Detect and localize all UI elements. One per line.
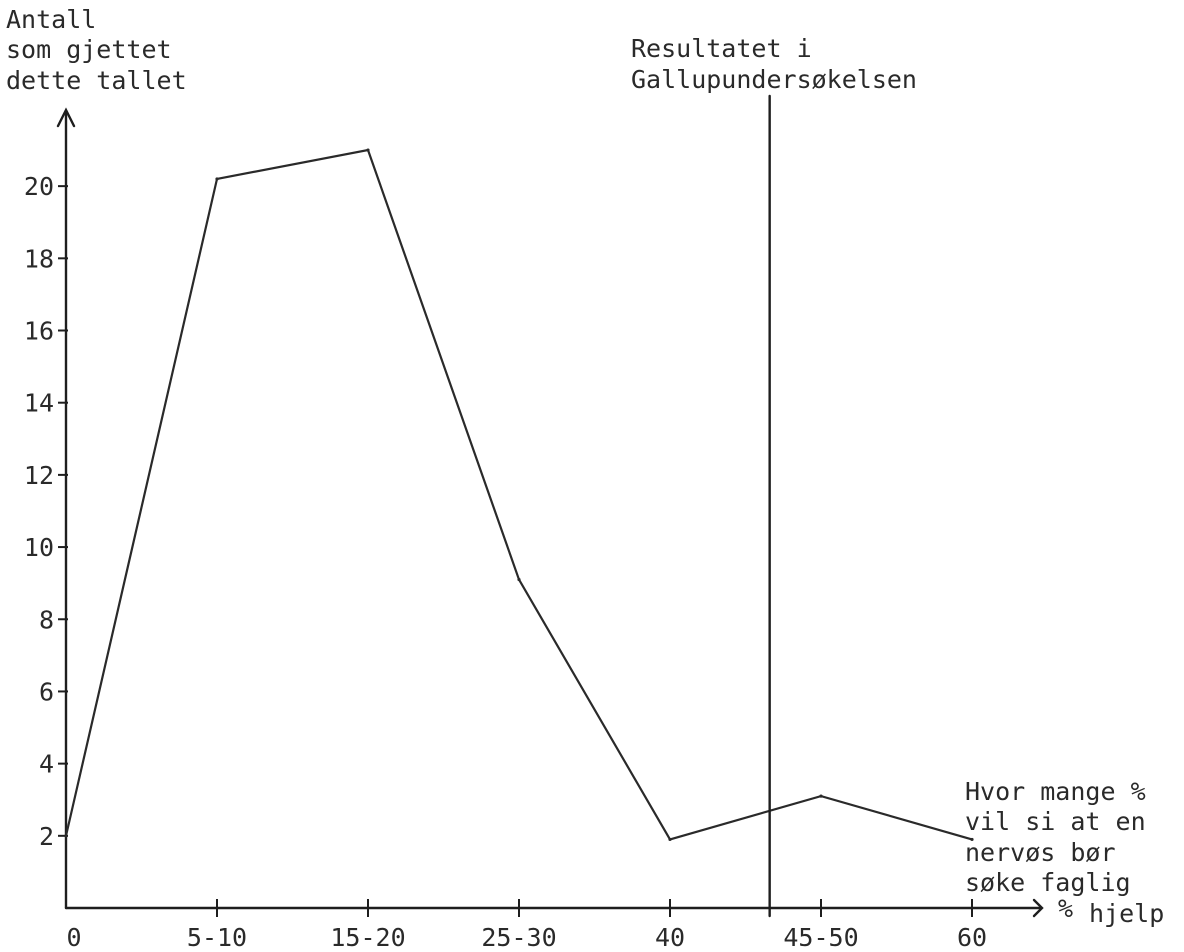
- chart-marks: 2 4 6 8 10 12 14 16 18 20 0 5-10 15-20 25-30 40 45-50 60: [24, 94, 987, 952]
- x-tick-label-6: 60: [957, 923, 987, 952]
- series-line: [64, 148, 973, 841]
- x-unit-label: %: [1058, 894, 1073, 923]
- xlabel-line-2: vil si at en: [965, 807, 1146, 836]
- data-point-0: [64, 834, 68, 838]
- x-tick-label-2: 15-20: [330, 923, 405, 952]
- x-tick-label-1: 5-10: [187, 923, 247, 952]
- y-tick-label-10: 10: [24, 533, 54, 562]
- xlabel-line-3: nervøs bør: [965, 838, 1116, 867]
- data-point-2: [366, 148, 370, 152]
- ylabel-line-2: som gjettet: [6, 35, 172, 64]
- y-tick-label-12: 12: [24, 461, 54, 490]
- x-tick-label-5: 45-50: [783, 923, 858, 952]
- y-tick-label-14: 14: [24, 389, 54, 418]
- x-tick-label-3: 25-30: [481, 923, 556, 952]
- x-tick-label-0: 0: [66, 923, 81, 952]
- y-tick-label-4: 4: [39, 750, 54, 779]
- y-tick-label-6: 6: [39, 677, 54, 706]
- data-point-5: [819, 794, 823, 798]
- x-tick-label-4: 40: [655, 923, 685, 952]
- ylabel-line-3: dette tallet: [6, 66, 187, 95]
- data-point-4: [668, 837, 672, 842]
- y-tick-label-2: 2: [39, 822, 54, 851]
- xlabel-line-1: Hvor mange %: [965, 777, 1146, 806]
- x-axis-arrow: [1032, 898, 1044, 918]
- data-point-3: [517, 577, 521, 582]
- data-point-1: [215, 177, 219, 181]
- xlabel-line-5: hjelp: [1089, 899, 1164, 928]
- y-axis-arrow: [56, 107, 76, 128]
- reference-label-line-2: Gallupundersøkelsen: [631, 65, 917, 94]
- y-tick-label-16: 16: [24, 317, 54, 346]
- xlabel-line-4: søke faglig: [965, 868, 1131, 897]
- y-tick-label-8: 8: [39, 605, 54, 634]
- reference-label-line-1: Resultatet i: [631, 34, 812, 63]
- ylabel-line-1: Antall: [6, 5, 96, 34]
- data-point-6: [970, 837, 974, 842]
- y-tick-label-20: 20: [24, 172, 54, 201]
- y-tick-label-18: 18: [24, 244, 54, 273]
